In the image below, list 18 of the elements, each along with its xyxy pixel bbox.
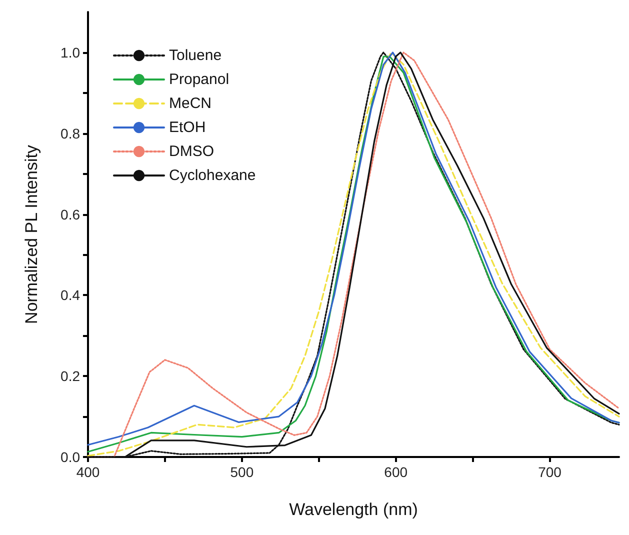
legend-label: Toluene xyxy=(169,47,222,64)
y-tick-label: 0.4 xyxy=(60,287,80,304)
y-tick-label: 0.0 xyxy=(60,449,80,465)
legend-label: MeCN xyxy=(169,95,212,112)
legend-label: DMSO xyxy=(169,143,214,160)
y-tick-label: 1.0 xyxy=(60,44,80,60)
y-tick-label: 0.6 xyxy=(60,206,80,222)
x-axis-title: Wavelength (nm) xyxy=(289,500,418,519)
x-tick-label: 700 xyxy=(538,464,562,480)
x-tick-label: 400 xyxy=(76,464,100,480)
x-tick-label: 500 xyxy=(230,464,254,480)
x-tick-label: 600 xyxy=(384,464,408,480)
legend-label: Cyclohexane xyxy=(169,167,256,184)
y-axis-title: Normalized PL Intensity xyxy=(22,144,41,324)
legend-label: Propanol xyxy=(169,71,230,88)
y-tick-label: 0.2 xyxy=(60,368,80,384)
y-tick-label: 0.8 xyxy=(60,125,80,142)
legend-label: EtOH xyxy=(169,119,206,136)
